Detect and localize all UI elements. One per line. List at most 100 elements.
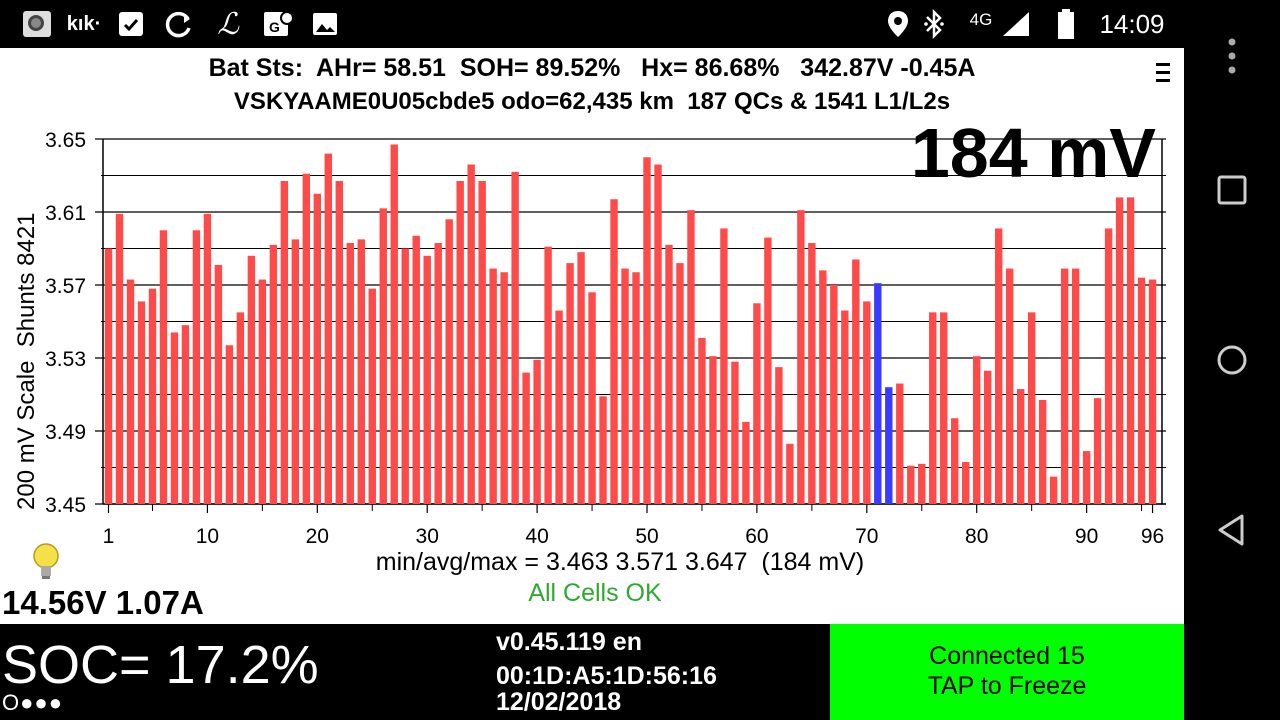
- cell-bar: [830, 285, 838, 504]
- bottom-bar: SOC= 17.2% O●●● v0.45.119 en 00:1D:A5:1D…: [0, 624, 1184, 720]
- cell-bar: [203, 213, 212, 504]
- menu-icon[interactable]: [1154, 60, 1172, 84]
- x-tick-label: 20: [306, 525, 329, 548]
- sync-icon: [163, 10, 195, 38]
- y-tick-label: 3.57: [45, 275, 86, 298]
- navigation-bar: [1184, 0, 1280, 720]
- cell-bar: [698, 337, 706, 504]
- cell-bar: [126, 279, 135, 504]
- cell-bar: [324, 153, 332, 504]
- cell-bar: [994, 228, 1003, 504]
- date: 12/02/2018: [496, 688, 622, 716]
- cell-bar: [423, 255, 431, 504]
- x-tick-label: 1: [103, 525, 115, 548]
- cell-bar: [1137, 277, 1146, 504]
- cell-bar: [1016, 389, 1025, 504]
- cell-bar: [247, 255, 256, 504]
- app-content[interactable]: Bat Sts: AHr= 58.51 SOH= 89.52% Hx= 86.6…: [0, 48, 1184, 624]
- cell-bar: [478, 180, 486, 505]
- cell-bar: [940, 312, 948, 504]
- cell-bar: [533, 359, 541, 504]
- cell-bar: [577, 252, 585, 504]
- kik-icon: kık·: [66, 12, 102, 35]
- clock: 14:09: [1099, 8, 1165, 39]
- cell-bar: [456, 180, 464, 505]
- image-viewer-icon: [22, 10, 52, 38]
- cells-status: All Cells OK: [528, 579, 662, 607]
- cell-bar: [1082, 451, 1091, 504]
- cell-bar: [390, 144, 398, 505]
- freeze-button[interactable]: Connected 15 TAP to Freeze: [830, 624, 1184, 720]
- cell-bar: [621, 268, 629, 504]
- cell-bar: [1049, 476, 1058, 504]
- chart-bars: [104, 144, 1157, 505]
- cell-bar: [797, 210, 805, 505]
- y-tick-label: 3.61: [45, 202, 86, 225]
- back-button[interactable]: [1214, 512, 1250, 548]
- obd-mac-address: 00:1D:A5:1D:56:16: [496, 662, 717, 690]
- chart-grid: [95, 138, 1166, 505]
- home-button[interactable]: [1214, 342, 1250, 378]
- cell-bar: [346, 243, 354, 504]
- cell-bar: [654, 164, 662, 505]
- cell-bar: [786, 443, 794, 504]
- cell-bar: [104, 248, 113, 504]
- cell-bar: [357, 239, 365, 504]
- cell-bar: [159, 230, 168, 504]
- y-tick-label: 3.49: [45, 421, 86, 444]
- cell-bar: [566, 263, 574, 504]
- x-tick-label: 30: [416, 525, 439, 548]
- cell-bar: [819, 270, 827, 504]
- cell-bar: [896, 383, 904, 504]
- cell-bar: [335, 180, 343, 505]
- cell-bar: [720, 228, 728, 504]
- x-tick-label: 50: [635, 525, 658, 548]
- y-tick-labels: 3.65 3.61 3.57 3.53 3.49 3.45: [45, 129, 86, 517]
- cell-bar: [984, 370, 992, 504]
- x-tick-label: 80: [965, 525, 988, 548]
- y-axis-label: 200 mV Scale Shunts 8421: [13, 212, 40, 510]
- cell-bar: [973, 356, 981, 504]
- y-tick-label: 3.53: [45, 348, 86, 371]
- cell-bar: [115, 213, 124, 504]
- tap-freeze-label: TAP to Freeze: [927, 672, 1087, 700]
- cell-bar: [500, 272, 508, 504]
- overflow-menu-icon[interactable]: [1220, 36, 1244, 80]
- aux-voltage-current: 14.56V 1.07A: [2, 584, 204, 621]
- cell-bar: [467, 164, 475, 505]
- cell-bar: [632, 272, 640, 504]
- cell-bar: [401, 248, 409, 504]
- cell-bar: [775, 367, 783, 504]
- cell-bar: [379, 208, 387, 504]
- x-tick-label: 10: [196, 525, 219, 548]
- x-tick-label: 40: [525, 525, 548, 548]
- x-tick-label: 60: [745, 525, 768, 548]
- battery-icon: [1054, 9, 1078, 39]
- app-version: v0.45.119 en: [496, 628, 642, 656]
- x-tick-labels: 1 10 20 30 40 50 60 70 80 90 96: [103, 504, 1164, 548]
- cell-bar: [643, 157, 651, 504]
- cell-bar: [599, 396, 607, 504]
- cell-bar: [709, 356, 717, 504]
- soc-readout: SOC= 17.2%: [2, 635, 319, 695]
- cell-bar: [269, 244, 278, 504]
- cell-bar: [918, 463, 926, 504]
- recents-button[interactable]: [1214, 172, 1250, 208]
- lightbulb-icon[interactable]: [30, 542, 62, 582]
- cell-bar: [280, 180, 289, 505]
- cell-bar: [148, 288, 157, 504]
- checkbox-icon: [116, 10, 146, 38]
- cell-bar: [522, 372, 530, 504]
- cell-bar: [1093, 398, 1102, 504]
- cell-bar: [544, 246, 552, 505]
- maps-icon: G: [262, 10, 294, 38]
- cell-bar: [434, 243, 442, 504]
- gallery-icon: [310, 10, 340, 38]
- script-l-icon: ℒ: [217, 6, 239, 42]
- cell-bar: [929, 312, 937, 504]
- vehicle-info-line: VSKYAAME0U05cbde5 odo=62,435 km 187 QCs …: [233, 88, 951, 115]
- cell-bar: [874, 283, 882, 504]
- cell-voltage-chart[interactable]: 3.65 3.61 3.57 3.53 3.49 3.45 1 10 20 30 40 50 60 70…: [0, 48, 1184, 624]
- connected-label: Connected 15: [929, 642, 1085, 670]
- battery-status-line: Bat Sts: AHr= 58.51 SOH= 89.52% Hx= 86.6…: [208, 54, 976, 82]
